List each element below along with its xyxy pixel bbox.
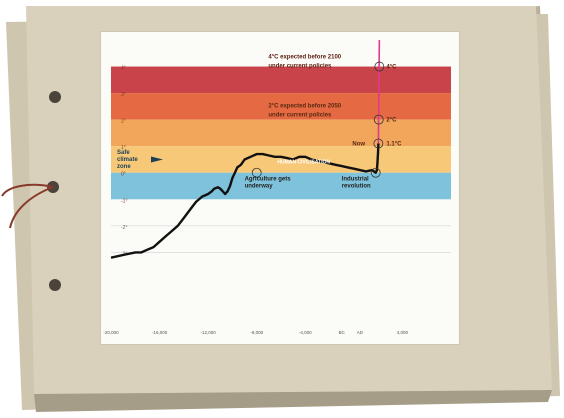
band-rect	[111, 119, 451, 147]
y-tick-label: -2°	[121, 225, 127, 231]
annotation-now-label: 1.1°C	[386, 142, 402, 148]
annotation-layer: 4°C expected before 2100 under current po…	[117, 55, 402, 190]
marker-layer	[251, 61, 385, 178]
annotation-industrial: Industrial revolution	[342, 177, 371, 190]
binder-hole	[49, 91, 61, 103]
marker-circle	[251, 167, 262, 178]
marker-circle	[374, 61, 385, 72]
annotation-2c-label: 2°C	[386, 118, 397, 124]
marker-circle	[370, 167, 381, 178]
marker-circle	[373, 114, 384, 125]
annotation-4c-label: 4°C	[386, 65, 397, 71]
chart-poster: 4° 3° 2° 1° 0° -1° -2° -3° -20,000 -16,000 -12,00…	[101, 32, 459, 344]
temperature-chart: 4°3°2°1°0°-1°-2°-3° -20,000 -16,000 -12,00…	[103, 39, 451, 335]
x-tick-label: -16,000	[152, 330, 168, 335]
y-tick-label: 3°	[121, 92, 126, 98]
binder-hole	[49, 279, 61, 291]
x-tick-label: -20,000	[103, 330, 119, 335]
y-tick-label: 1°	[121, 145, 126, 151]
x-tick-label: -4,000	[299, 330, 312, 335]
band-rect	[111, 93, 451, 120]
band-rect	[111, 172, 451, 200]
x-tick-label: AD	[357, 330, 364, 335]
x-tick-label: 4,000	[397, 330, 409, 335]
y-tick-label: 4°	[121, 66, 126, 72]
grid-lines	[111, 225, 451, 253]
series-layer	[110, 39, 381, 259]
annotation-now: Now	[352, 142, 365, 148]
annotation-agriculture: Agriculture gets underway	[245, 177, 292, 190]
y-tick-label: 0°	[121, 172, 126, 178]
annotation-safe-zone: Safe climate zone	[117, 150, 138, 170]
band-rect	[111, 146, 451, 173]
x-tick-label: BC	[339, 330, 346, 335]
projection-line	[377, 39, 381, 144]
annotation-civilization: HUMAN CIVILISATION	[277, 159, 330, 165]
arrow-icon	[151, 156, 163, 163]
temperature-line	[110, 143, 380, 259]
y-tick-label: -1°	[121, 198, 127, 204]
band-rect	[111, 66, 451, 94]
marker-circle	[373, 138, 384, 149]
annotation-2c: 2°C expected before 2050 under current po…	[268, 104, 341, 119]
annotation-4c: 4°C expected before 2100 under current po…	[268, 55, 341, 70]
paper-sheet-edge	[34, 390, 552, 412]
temperature-bands	[111, 66, 451, 200]
x-axis-ticks: -20,000 -16,000 -12,000 -8,000 -4,000 BC AD 4,0…	[103, 330, 408, 335]
x-tick-label: -8,000	[250, 330, 263, 335]
x-tick-label: -12,000	[201, 330, 217, 335]
y-tick-label: 2°	[121, 119, 126, 125]
string-tie	[1, 183, 54, 229]
